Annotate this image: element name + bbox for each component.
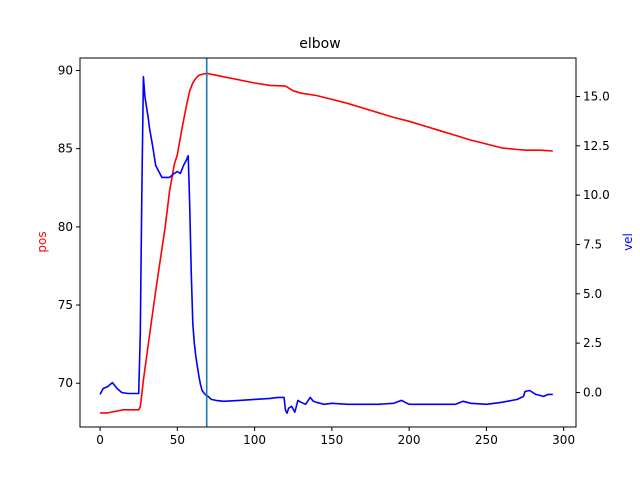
y-right-tick-label: 15.0 [583, 89, 610, 103]
chart-title: elbow [299, 36, 340, 52]
y-right-tick-label: 5.0 [583, 287, 602, 301]
x-tick-label: 200 [398, 433, 421, 447]
y-right-tick-label: 0.0 [583, 385, 602, 399]
plot-area [99, 58, 553, 427]
x-tick-label: 100 [243, 433, 266, 447]
y-axis-right-ticks: 0.0 2.5 5.0 7.5 10.0 12.5 15.0 [576, 89, 610, 399]
y-right-tick-label: 2.5 [583, 336, 602, 350]
x-tick-label: 150 [320, 433, 343, 447]
pos-series-line [100, 72, 553, 414]
y-axis-right-label: vel [621, 233, 635, 251]
y-right-tick-label: 10.0 [583, 188, 610, 202]
x-axis-ticks: 0 50 100 150 200 250 300 [96, 427, 575, 447]
y-right-tick-label: 7.5 [583, 237, 602, 251]
y-left-tick-label: 85 [58, 142, 73, 156]
y-left-tick-label: 80 [58, 220, 73, 234]
y-axis-left-ticks: 70 75 80 85 90 [58, 64, 80, 390]
x-tick-label: 300 [552, 433, 575, 447]
x-tick-label: 250 [475, 433, 498, 447]
axes-frame [79, 57, 577, 428]
y-left-tick-label: 75 [58, 298, 73, 312]
vel-series-line [99, 75, 553, 414]
y-right-tick-label: 12.5 [583, 139, 610, 153]
y-left-tick-label: 90 [58, 64, 73, 78]
x-tick-label: 50 [170, 433, 185, 447]
x-tick-label: 0 [96, 433, 104, 447]
y-left-tick-label: 70 [58, 376, 73, 390]
axes [79, 57, 577, 428]
y-axis-left-label: pos [35, 231, 49, 252]
